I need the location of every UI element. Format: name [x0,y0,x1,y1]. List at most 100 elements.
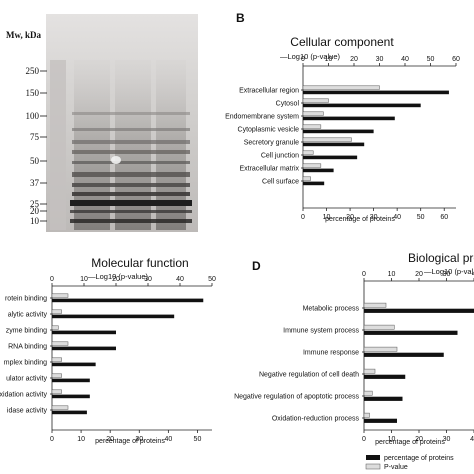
top-tick-label: 10 [80,276,88,283]
bar-percentage [303,103,421,108]
bar-pvalue [302,137,352,142]
bar-percentage [52,410,87,415]
chart-title: Biological proc [408,251,474,265]
panel-label-b: B [236,11,245,25]
bottom-tick-label: 10 [77,436,85,443]
chart-biological-process: Biological proc —Log10 (p-val 0102030401… [234,251,474,471]
gel-marker-label: 10 [30,216,40,226]
bar-percentage [364,418,397,423]
category-label: Extracellular region [239,88,299,95]
category-label: mplex binding [4,360,47,367]
bar-pvalue [302,98,329,103]
bottom-tick-label: 0 [301,214,305,221]
bar-percentage [303,181,325,186]
gel-axis-title: Mw, kDa [6,30,42,40]
category-label: Oxidation-reduction process [272,416,360,423]
x-axis-label: percentage of proteins [375,439,445,446]
category-label: Immune response [303,350,359,357]
top-tick-label: 40 [401,56,409,63]
category-label: Secretory granule [244,140,299,147]
bar-percentage [52,298,204,303]
panel-label-d: D [252,259,261,273]
bar-percentage [303,168,334,173]
bar-percentage [303,142,365,147]
bottom-tick-label: 0 [50,436,54,443]
gel-marker-label: 75 [30,132,40,142]
top-tick-label: 0 [362,271,366,278]
bar-pvalue [302,111,324,116]
bar-pvalue [51,341,69,346]
bar-pvalue [363,368,376,374]
bar-pvalue [51,389,62,394]
chart-molecular-function: Molecular function —Log10 (p-value) 0 10 2… [0,256,216,445]
bar-percentage [364,308,474,313]
category-label: Immune system process [283,328,359,335]
bottom-tick-label: 30 [135,436,143,443]
top-tick-label: 40 [176,276,184,283]
top-tick-label: 30 [144,276,152,283]
legend-label-pct: percentage of proteins [384,455,454,462]
bar-percentage [303,129,374,134]
bottom-tick-label: 40 [470,436,474,443]
top-tick-label: 30 [376,56,384,63]
bottom-tick-label: 10 [388,436,396,443]
bar-percentage [52,330,116,335]
legend-swatch-pct [366,455,380,460]
bar-percentage [364,396,403,401]
top-tick-label: 50 [427,56,435,63]
top-tick-label: 4 [472,271,474,278]
bar-pvalue [51,325,59,330]
bar-percentage [52,362,96,367]
category-label: Endomembrane system [225,114,299,121]
top-axis-label: —Log10 (p-value) [88,272,149,281]
bar-pvalue [51,405,69,410]
bottom-tick-label: 50 [194,436,202,443]
bar-percentage [303,90,449,95]
bar-pvalue [51,293,69,298]
category-label: Cell junction [261,153,299,160]
bottom-tick-label: 20 [346,214,354,221]
bar-pvalue [302,124,322,129]
bar-percentage [364,352,444,357]
category-label: RNA binding [8,344,47,351]
gel-marker-label: 20 [30,206,40,216]
bottom-tick-label: 40 [164,436,172,443]
category-label: idase activity [7,408,48,415]
bar-pvalue [302,85,380,90]
gel-bands [70,112,192,223]
bar-pvalue [363,324,395,330]
bottom-tick-label: 40 [393,214,401,221]
top-tick-label: 50 [208,276,216,283]
bar-pvalue [363,390,373,396]
top-tick-label: 10 [388,271,396,278]
top-axis-label: —Log10 (p-val [424,267,474,276]
bar-percentage [303,116,395,121]
bar-pvalue [363,302,387,308]
bar-pvalue [51,309,62,314]
category-label: Negative regulation of apoptotic process [234,394,359,401]
top-tick-label: 30 [443,271,451,278]
bar-percentage [52,314,175,319]
category-label: Cell surface [262,179,299,186]
category-label: ulator activity [6,376,47,383]
category-label: zyme binding [6,328,47,335]
category-label: Cytosol [276,101,300,108]
gel-marker-label: 37 [30,178,40,188]
bottom-tick-label: 0 [362,436,366,443]
category-label: Cytoplasmic vesicle [238,127,300,134]
top-tick-label: 0 [50,276,54,283]
x-axis-label: percentage of proteins [325,216,395,223]
top-tick-label: 60 [452,56,460,63]
bar-percentage [52,394,90,399]
bar-pvalue [51,373,62,378]
category-label: Metabolic process [303,306,360,313]
chart-title: Cellular component [290,35,394,49]
category-label: oxidation activity [0,392,47,399]
bottom-tick-label: 10 [323,214,331,221]
bottom-tick-label: 60 [440,214,448,221]
legend-swatch-pvalue [365,463,381,470]
top-tick-label: 20 [350,56,358,63]
x-axis-label: percentage of proteins [95,438,165,445]
